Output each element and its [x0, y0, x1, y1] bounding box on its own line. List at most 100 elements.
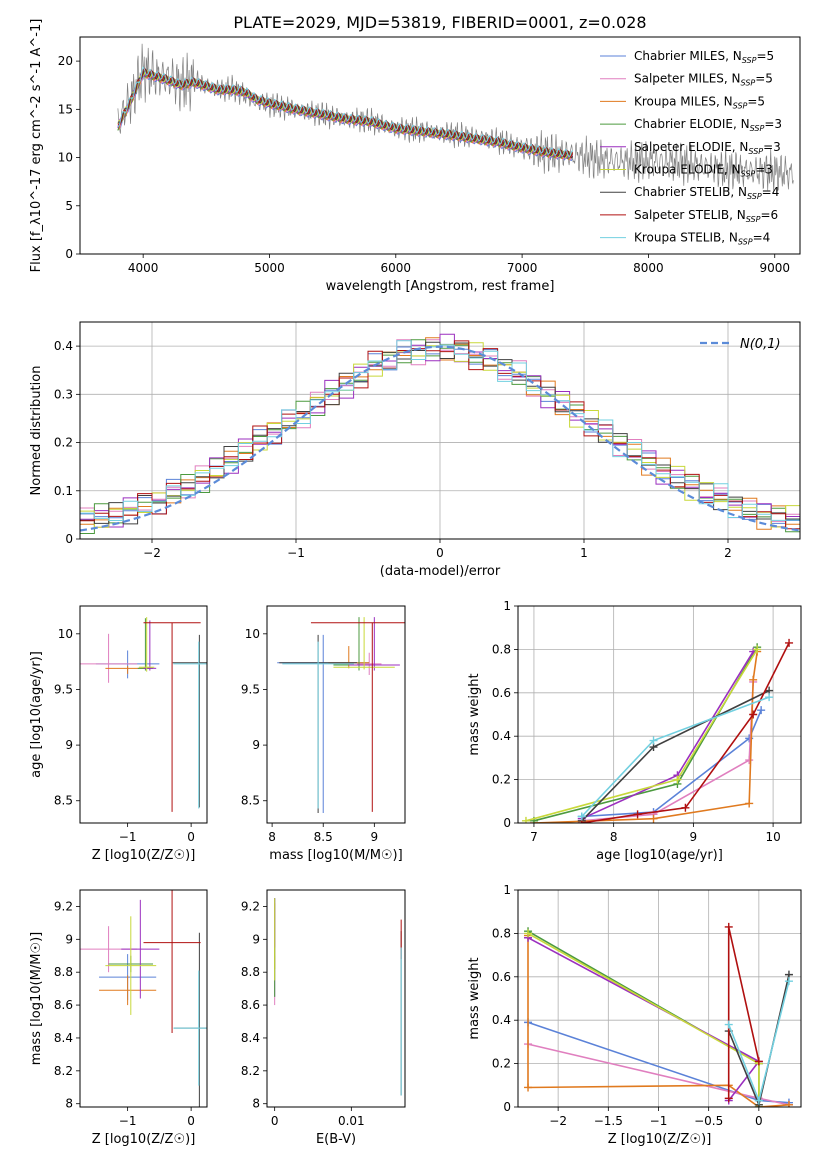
- y-tick-label: 0.1: [54, 484, 73, 498]
- mass-weight-marker: [749, 675, 758, 684]
- x-axis-label: age [log10(age/yr)]: [596, 848, 723, 863]
- mass-weight-line: [533, 651, 758, 823]
- mass-weight-marker: [649, 814, 658, 823]
- mass-weight-marker: [577, 812, 586, 821]
- x-tick-label: 0.01: [338, 1114, 365, 1128]
- x-tick-label: −1.5: [594, 1114, 623, 1128]
- mass-weight-marker: [649, 736, 658, 745]
- y-tick-label: 9.2: [241, 899, 260, 913]
- legend-entry: Salpeter ELODIE, NSSP=3: [634, 140, 781, 156]
- legend-entry: Chabrier MILES, NSSP=5: [634, 49, 774, 65]
- x-axis-label: (data-model)/error: [380, 564, 501, 579]
- x-tick-label: 2: [724, 546, 732, 560]
- y-tick-label: 1: [503, 883, 511, 897]
- mass-weight-marker: [681, 803, 690, 812]
- x-tick-label: −1: [650, 1114, 668, 1128]
- mass-weight-marker: [749, 710, 758, 719]
- axes-frame: [266, 605, 406, 824]
- x-tick-label: 8: [610, 830, 618, 844]
- mass-weight-marker: [724, 1094, 733, 1103]
- mass_weight_vs_Z-panel: −2 −1.5 −1 −0.5 0 0 0.2 0.4 0.6 0.8 1 Z [log10(Z/Z☉…: [467, 883, 802, 1147]
- y-tick-label: 8: [252, 1097, 260, 1111]
- mass-weight-marker: [524, 1083, 533, 1092]
- age_vs_mass-marks: [277, 617, 405, 813]
- mass-weight-marker: [745, 799, 754, 808]
- mass-weight-marker: [724, 1020, 733, 1029]
- mass-weight-line: [533, 646, 758, 822]
- histogram-step: [80, 340, 800, 530]
- y-tick-label: 8.6: [241, 998, 260, 1012]
- y-tick-label: 0: [65, 532, 73, 546]
- x-tick-label: −2: [143, 546, 161, 560]
- y-tick-label: 0.6: [492, 686, 511, 700]
- mass-weight-line: [525, 648, 758, 822]
- mass_weight_vs_Z-marks: [524, 922, 793, 1107]
- x-tick-label: 5000: [254, 261, 285, 275]
- legend-entry: N(0,1): [740, 337, 781, 352]
- x-tick-label: 0: [436, 546, 444, 560]
- y-tick-label: 9.5: [241, 682, 260, 696]
- x-axis-label: mass [log10(M/M☉)]: [269, 848, 402, 863]
- x-tick-label: −2: [549, 1114, 567, 1128]
- mass-weight-line: [527, 936, 761, 1101]
- y-tick-label: 8.5: [241, 794, 260, 808]
- normal-reference-curve: [80, 345, 800, 532]
- mass-weight-line: [727, 926, 760, 1099]
- y-tick-label: 0: [503, 1100, 511, 1114]
- legend-entry: Kroupa STELIB, NSSP=4: [634, 231, 770, 247]
- x-tick-label: 6000: [381, 261, 412, 275]
- y-tick-label: 10: [245, 627, 260, 641]
- mass-weight-marker: [633, 810, 642, 819]
- y-tick-label: 0.2: [492, 773, 511, 787]
- mass-weight-line: [581, 709, 762, 818]
- mass-weight-marker: [724, 922, 733, 931]
- axes-frame: [79, 605, 208, 824]
- y-tick-label: 9.2: [54, 899, 73, 913]
- y-tick-label: 8.8: [241, 965, 260, 979]
- x-tick-label: 4000: [128, 261, 159, 275]
- mass_vs_ebv-panel: 0 0.01 8 8.2 8.4 8.6 8.8 9 9.2 E(B-V): [241, 889, 406, 1147]
- mass-weight-marker: [785, 638, 794, 647]
- age_vs_mass-panel: 8 8.5 9 8.5 9 9.5 10 mass [log10(M/M☉)]: [241, 605, 406, 863]
- legend-entry: Kroupa MILES, NSSP=5: [634, 94, 765, 110]
- y-axis-label: mass [log10(M/M☉)]: [29, 932, 44, 1065]
- y-axis-label: age [log10(age/yr)]: [29, 651, 44, 778]
- mass-weight-marker: [757, 706, 766, 715]
- mass-weight-line: [527, 930, 760, 1107]
- x-tick-label: 8: [268, 830, 276, 844]
- mass_weight_vs_age-marks: [521, 638, 794, 823]
- y-tick-label: 20: [58, 54, 73, 68]
- x-tick-label: 8000: [633, 261, 664, 275]
- mass-weight-line: [527, 932, 760, 1105]
- mass-weight-marker: [784, 1100, 793, 1107]
- spectrum-panel: 4000 5000 6000 7000 8000 9000 0 5 10 15 20 waveleng…: [29, 19, 801, 294]
- y-tick-label: 10: [58, 151, 73, 165]
- x-tick-label: 9000: [759, 261, 790, 275]
- x-axis-label: wavelength [Angstrom, rest frame]: [326, 279, 555, 294]
- x-axis-label: Z [log10(Z/Z☉)]: [92, 848, 196, 863]
- y-tick-label: 1: [503, 599, 511, 613]
- y-tick-label: 8: [65, 1097, 73, 1111]
- y-tick-label: 8.2: [54, 1064, 73, 1078]
- y-tick-label: 9: [252, 932, 260, 946]
- x-axis-label: E(B-V): [316, 1132, 356, 1147]
- axes-frame: [517, 889, 802, 1108]
- mass-weight-marker: [784, 977, 793, 986]
- mass-weight-marker: [521, 816, 530, 823]
- y-tick-label: 9: [65, 738, 73, 752]
- x-tick-label: 0: [187, 830, 195, 844]
- residual_histogram-panel: −2 −1 0 1 2 0 0.1 0.2 0.3 0.4 (data-model)/error No…: [29, 321, 801, 579]
- mass-weight-marker: [754, 1096, 763, 1105]
- y-axis-label: Flux [f_λ10^-17 erg cm^-2 s^-1 A^-1]: [29, 19, 44, 273]
- axes-frame: [79, 36, 801, 255]
- axes-frame: [79, 321, 801, 540]
- y-tick-label: 0.4: [54, 339, 73, 353]
- y-tick-label: 0: [503, 816, 511, 830]
- x-tick-label: 9: [371, 830, 379, 844]
- axes-frame: [79, 889, 208, 1108]
- y-tick-label: 0: [65, 247, 73, 261]
- y-tick-label: 0.2: [54, 436, 73, 450]
- y-tick-label: 8.5: [54, 794, 73, 808]
- x-tick-label: −1: [287, 546, 305, 560]
- legend-entry: Kroupa ELODIE, NSSP=3: [634, 163, 773, 179]
